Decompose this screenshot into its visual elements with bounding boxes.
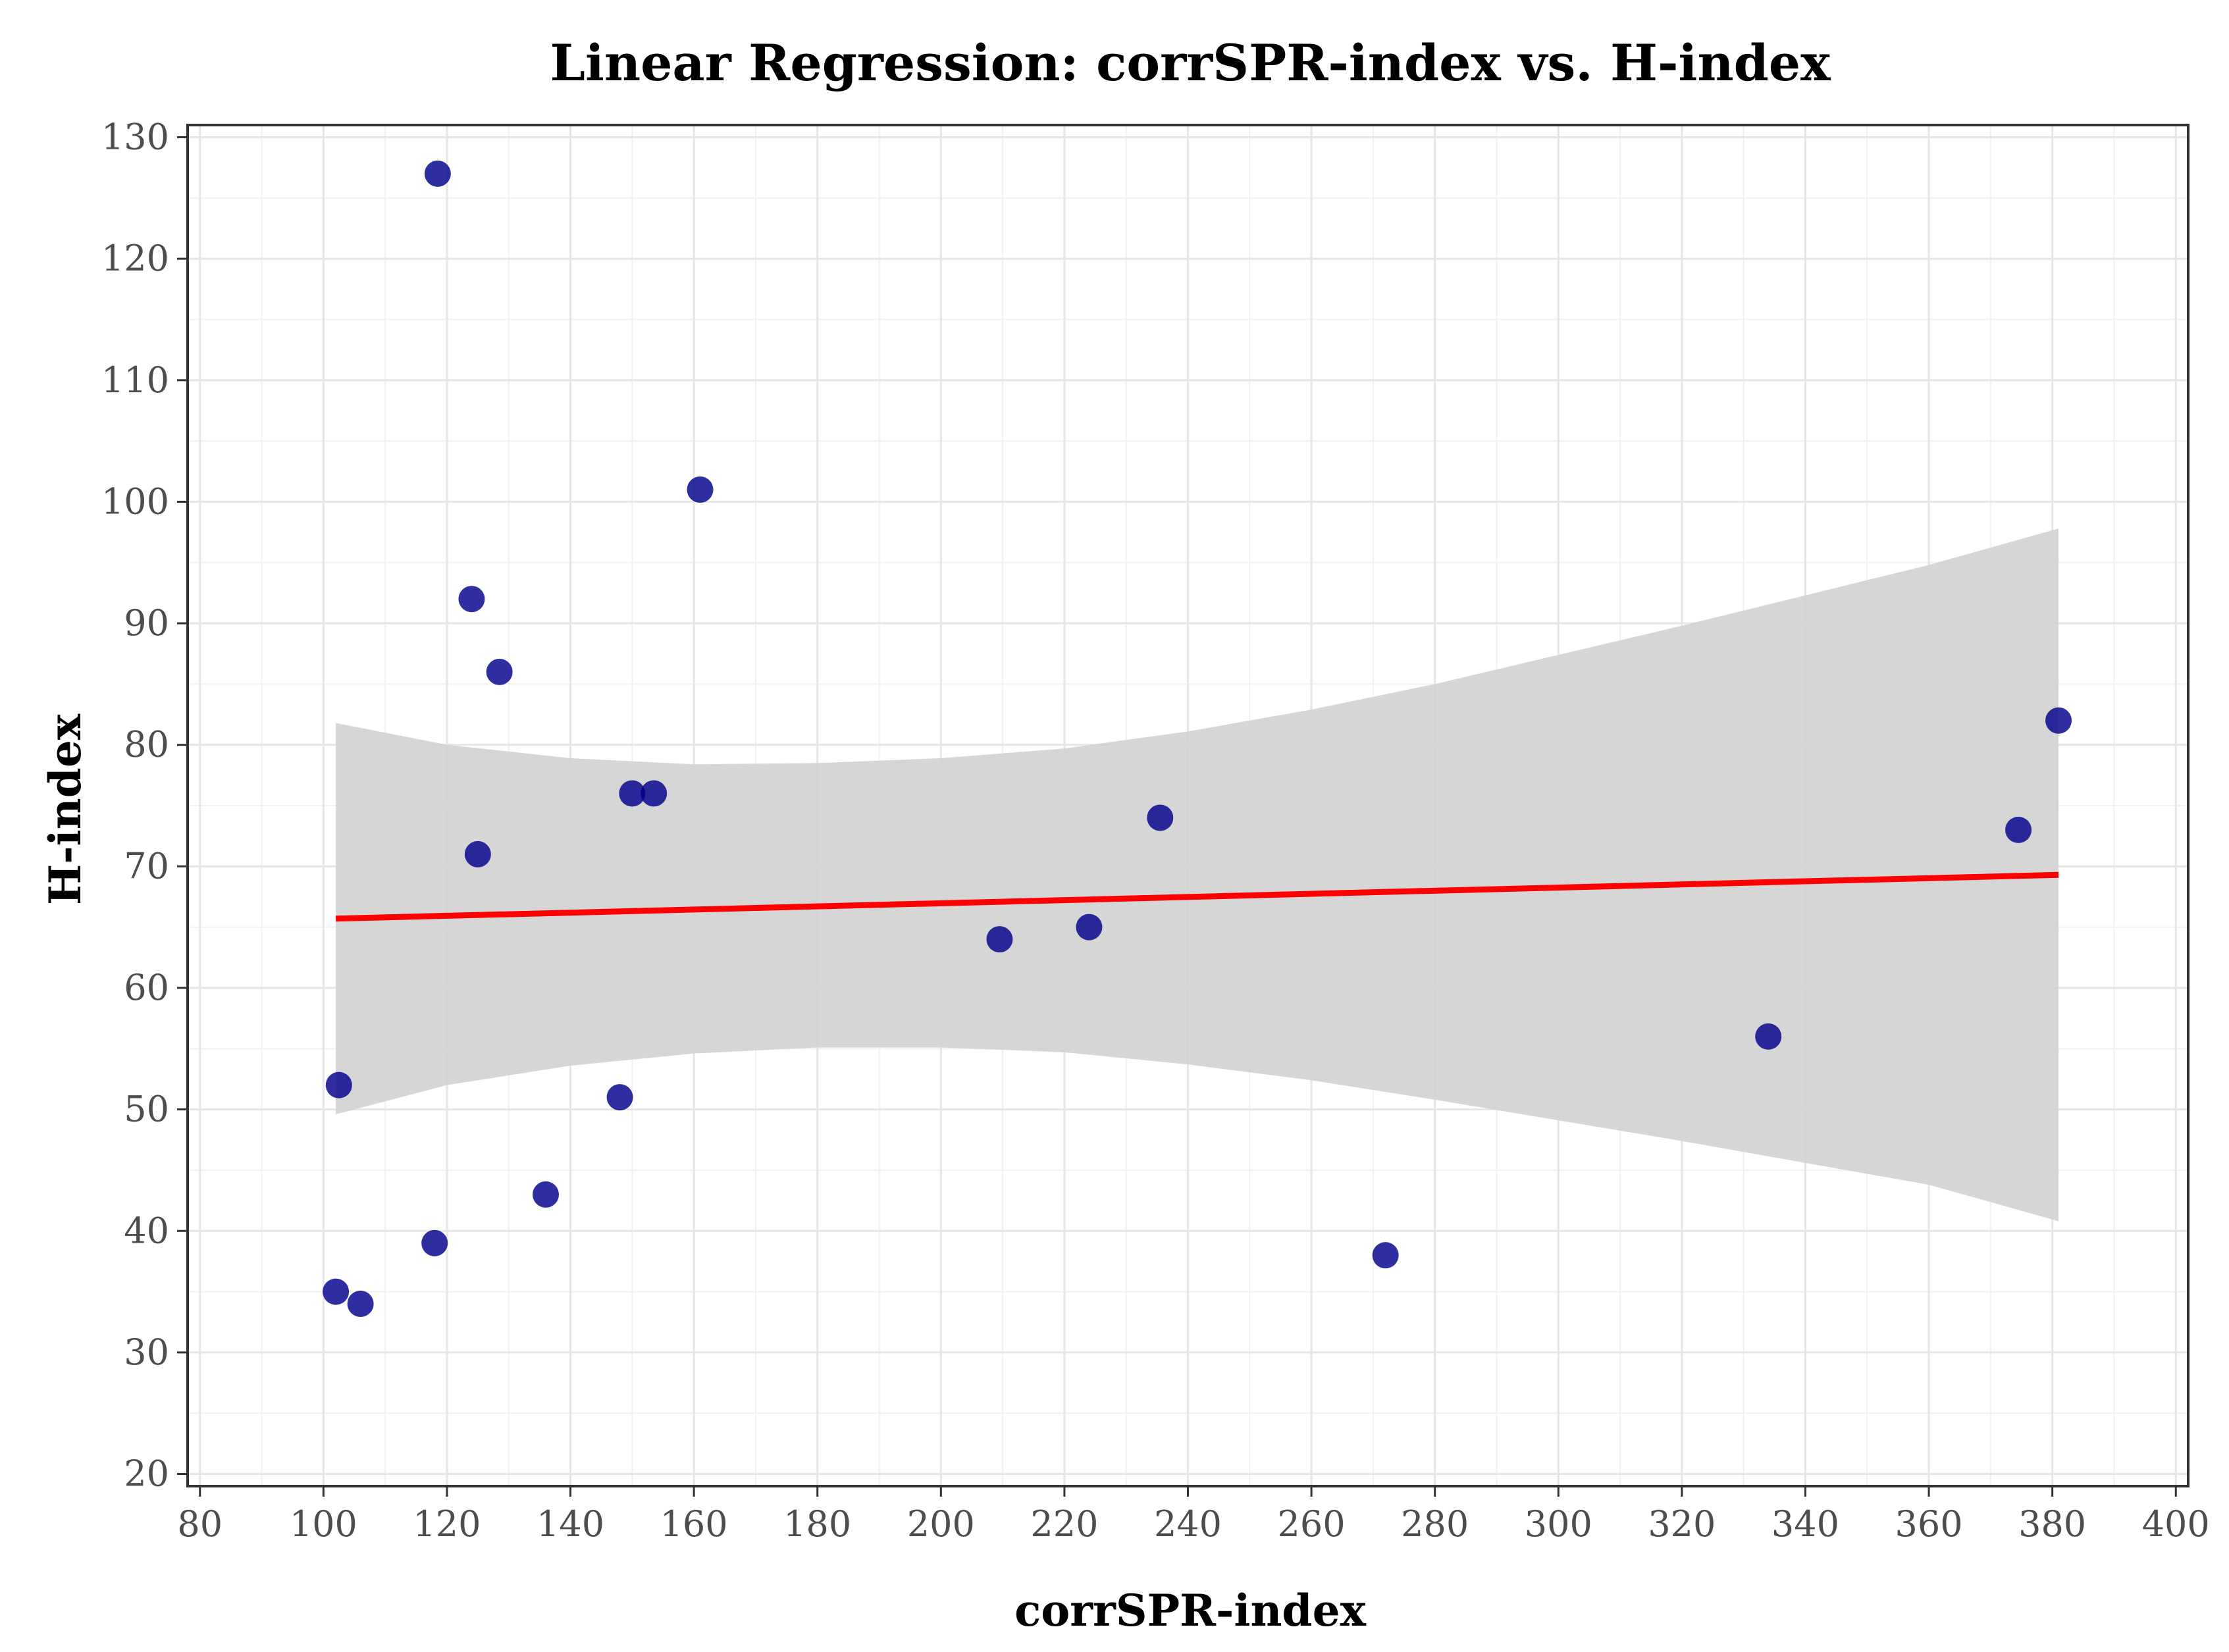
x-tick-label: 300 <box>1525 1503 1592 1545</box>
data-point <box>606 1084 633 1111</box>
y-tick-label: 100 <box>101 480 169 522</box>
x-tick-label: 360 <box>1895 1503 1963 1545</box>
x-tick-label: 120 <box>413 1503 481 1545</box>
data-point <box>2005 816 2032 843</box>
x-tick-label: 180 <box>783 1503 851 1545</box>
data-point <box>533 1181 560 1208</box>
x-tick-label: 100 <box>290 1503 357 1545</box>
x-tick-label: 220 <box>1030 1503 1098 1545</box>
data-point <box>641 780 668 807</box>
data-point <box>1372 1242 1399 1269</box>
regression-line-layer <box>335 871 2059 922</box>
x-tick-label: 80 <box>177 1503 223 1545</box>
regression-line <box>335 871 2059 922</box>
y-tick-label: 90 <box>124 602 169 644</box>
y-tick-label: 70 <box>124 845 169 887</box>
data-point <box>424 160 451 187</box>
data-point <box>687 476 714 503</box>
x-tick-label: 320 <box>1648 1503 1716 1545</box>
chart-title: Linear Regression: corrSPR-index vs. H-i… <box>550 34 1831 92</box>
x-axis-title: corrSPR-index <box>1014 1585 1366 1636</box>
x-tick-label: 140 <box>537 1503 604 1545</box>
x-tick-label: 260 <box>1278 1503 1346 1545</box>
data-point <box>2045 707 2072 734</box>
x-tick-label: 400 <box>2142 1503 2210 1545</box>
y-tick-label: 130 <box>101 116 169 157</box>
axis-ticks <box>177 136 2177 1497</box>
y-tick-label: 50 <box>124 1089 169 1130</box>
x-tick-label: 340 <box>1771 1503 1839 1545</box>
data-point <box>464 840 491 867</box>
data-point <box>1076 914 1103 941</box>
data-point <box>486 658 513 685</box>
y-tick-label: 40 <box>124 1210 169 1251</box>
confidence-band <box>336 529 2059 1222</box>
data-point <box>458 586 485 613</box>
x-tick-labels: 80 100 120 140 160 180 200 220 240 260 280 300 320 34… <box>177 1503 2209 1545</box>
confidence-band-layer <box>336 529 2059 1222</box>
points-layer <box>323 160 2072 1318</box>
y-tick-labels: 20 30 40 50 60 70 80 90 100 110 120 130 <box>101 116 169 1494</box>
data-point <box>986 926 1013 953</box>
y-tick-label: 80 <box>124 724 169 765</box>
y-tick-label: 30 <box>124 1331 169 1373</box>
data-point <box>1147 804 1174 831</box>
y-tick-label: 110 <box>101 359 169 401</box>
x-tick-label: 160 <box>660 1503 728 1545</box>
y-axis-title: H-index <box>39 713 91 905</box>
data-point <box>323 1278 350 1305</box>
data-point <box>1755 1023 1782 1050</box>
x-tick-label: 380 <box>2018 1503 2086 1545</box>
y-tick-label: 60 <box>124 967 169 1008</box>
x-tick-label: 240 <box>1154 1503 1222 1545</box>
y-tick-label: 20 <box>124 1453 169 1495</box>
data-point <box>421 1229 448 1256</box>
data-point <box>619 780 646 807</box>
x-tick-label: 280 <box>1401 1503 1469 1545</box>
x-tick-label: 200 <box>907 1503 975 1545</box>
data-point <box>325 1071 352 1098</box>
data-point <box>347 1291 374 1318</box>
y-tick-label: 120 <box>101 238 169 279</box>
